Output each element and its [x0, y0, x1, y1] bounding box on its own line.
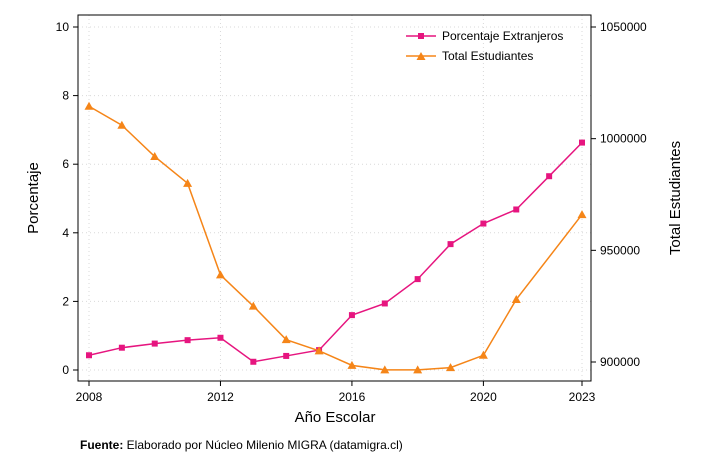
data-point-porcentaje: [513, 206, 520, 213]
data-point-porcentaje: [118, 344, 125, 351]
legend-marker-total: [416, 52, 426, 60]
y-left-tick-label: 8: [62, 89, 69, 103]
x-axis-title: Año Escolar: [295, 409, 376, 426]
series-line-porcentaje: [88, 142, 583, 363]
data-point-total: [413, 365, 423, 374]
data-point-total: [248, 301, 258, 310]
series-layer: [84, 101, 587, 374]
x-tick-label: 2023: [569, 390, 596, 404]
data-point-porcentaje: [381, 300, 388, 307]
plot-area-frame: [77, 14, 592, 382]
data-point-porcentaje: [546, 173, 553, 180]
legend: Porcentaje Extranjeros Total Estudiantes: [406, 29, 563, 63]
legend-label-porcentaje: Porcentaje Extranjeros: [442, 29, 563, 43]
y-right-tick-label: 950000: [600, 243, 640, 257]
data-point-total: [150, 152, 160, 161]
x-tick-label: 2020: [470, 390, 497, 404]
x-tick-label: 2012: [207, 390, 234, 404]
data-point-porcentaje: [250, 358, 257, 365]
data-point-total: [314, 346, 324, 355]
data-point-porcentaje: [480, 220, 487, 227]
y-left-tick-label: 4: [62, 226, 69, 240]
legend-marker-porcentaje: [418, 33, 424, 39]
y-axis-right: 900000 950000 1000000 1050000: [591, 20, 647, 369]
legend-label-total: Total Estudiantes: [442, 49, 533, 63]
y-right-tick-label: 1050000: [600, 20, 647, 34]
y-left-tick-label: 0: [62, 363, 69, 377]
y-axis-right-title: Total Estudiantes: [667, 141, 684, 255]
x-axis: 2008 2012 2016 2020 2023: [76, 381, 596, 404]
data-point-total: [347, 360, 357, 369]
data-point-porcentaje: [217, 334, 224, 341]
y-axis-left-title: Porcentaje: [25, 162, 42, 234]
data-point-total: [577, 210, 587, 219]
data-point-total: [380, 365, 390, 374]
data-point-total: [446, 363, 456, 372]
y-right-tick-label: 1000000: [600, 132, 647, 146]
data-point-porcentaje: [184, 337, 191, 344]
data-point-porcentaje: [579, 139, 585, 146]
data-point-porcentaje: [283, 352, 290, 359]
data-point-total: [183, 178, 193, 187]
y-left-tick-label: 10: [56, 20, 70, 34]
data-point-total: [84, 101, 94, 110]
source-note-text: Elaborado por Núcleo Milenio MIGRA (data…: [123, 438, 402, 452]
y-axis-left: 0 2 4 6 8 10: [56, 20, 78, 377]
source-note: Fuente: Elaborado por Núcleo Milenio MIG…: [80, 438, 403, 452]
y-left-tick-label: 2: [62, 294, 69, 308]
data-point-total: [511, 294, 521, 303]
data-point-total: [215, 270, 225, 279]
x-tick-label: 2016: [339, 390, 366, 404]
source-note-label: Fuente:: [80, 438, 123, 452]
data-point-porcentaje: [414, 276, 421, 283]
data-point-porcentaje: [151, 340, 158, 347]
x-tick-label: 2008: [76, 390, 103, 404]
data-point-total: [281, 335, 291, 344]
y-right-tick-label: 900000: [600, 355, 640, 369]
data-point-porcentaje: [447, 241, 454, 248]
data-point-porcentaje: [86, 352, 92, 359]
data-point-total: [117, 120, 127, 129]
series-line-total: [88, 105, 583, 371]
data-point-porcentaje: [348, 312, 355, 319]
data-point-total: [478, 350, 488, 359]
gridlines: [78, 15, 591, 381]
y-left-tick-label: 6: [62, 157, 69, 171]
